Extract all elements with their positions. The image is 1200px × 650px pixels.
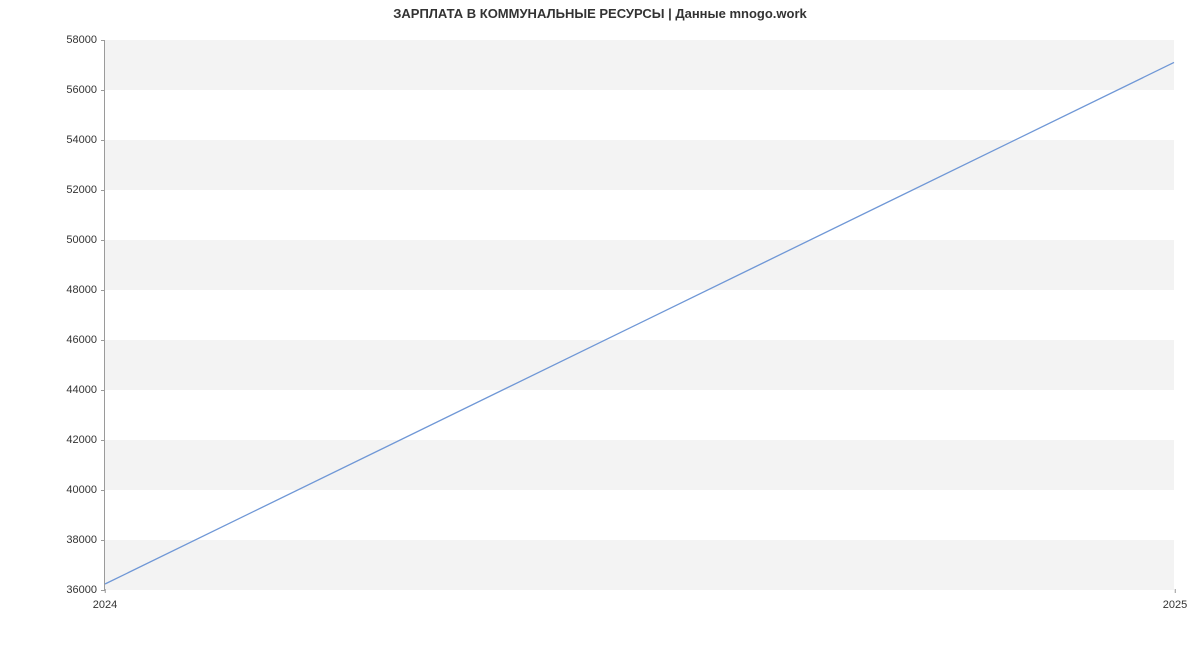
- y-tick-label: 42000: [66, 434, 97, 446]
- chart-title: ЗАРПЛАТА В КОММУНАЛЬНЫЕ РЕСУРСЫ | Данные…: [0, 6, 1200, 21]
- y-tick-label: 52000: [66, 184, 97, 196]
- y-tick-label: 48000: [66, 284, 97, 296]
- y-tick-label: 40000: [66, 484, 97, 496]
- x-tick-label: 2024: [93, 599, 117, 611]
- y-tick-label: 54000: [66, 134, 97, 146]
- series-line-salary: [105, 62, 1174, 584]
- y-tick-label: 38000: [66, 534, 97, 546]
- y-tick-label: 36000: [66, 584, 97, 596]
- y-tick-label: 50000: [66, 234, 97, 246]
- x-tick-label: 2025: [1163, 599, 1187, 611]
- salary-chart: ЗАРПЛАТА В КОММУНАЛЬНЫЕ РЕСУРСЫ | Данные…: [0, 0, 1200, 650]
- y-tick-label: 56000: [66, 84, 97, 96]
- y-tick-label: 58000: [66, 34, 97, 46]
- y-tick-label: 46000: [66, 334, 97, 346]
- line-layer: [105, 40, 1174, 589]
- plot-area: 3600038000400004200044000460004800050000…: [104, 40, 1174, 590]
- y-tick-label: 44000: [66, 384, 97, 396]
